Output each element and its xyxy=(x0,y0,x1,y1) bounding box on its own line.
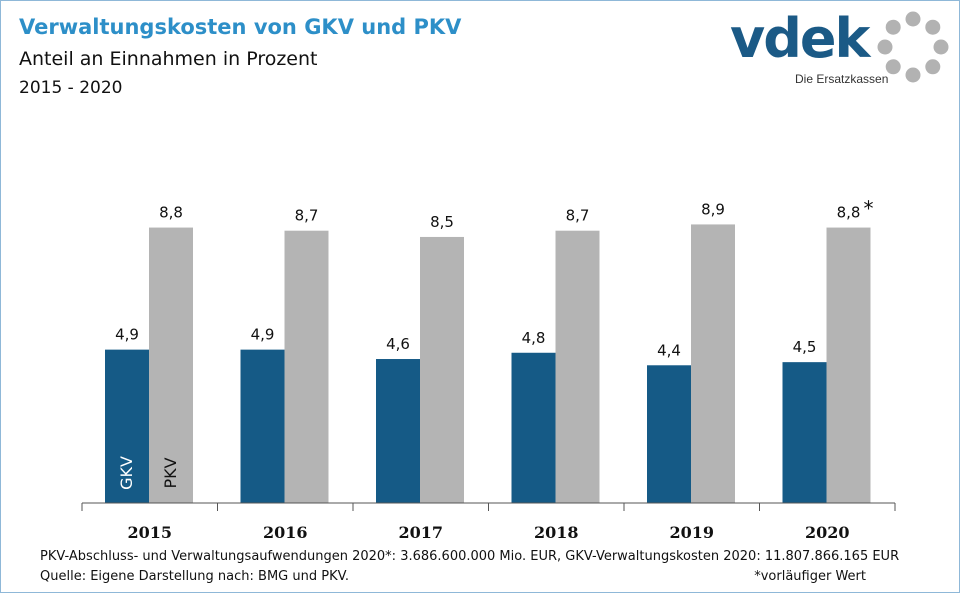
logo-tagline: Die Ersatzkassen xyxy=(795,72,889,86)
x-tick-label: 2015 xyxy=(127,523,172,542)
bar-gkv xyxy=(782,362,827,503)
logo-ring-dot xyxy=(925,59,941,75)
bar-pkv xyxy=(826,227,871,503)
data-label-pkv: 8,7 xyxy=(295,207,319,225)
chart-title: Verwaltungskosten von GKV und PKV xyxy=(19,15,462,39)
data-label-pkv: 8,9 xyxy=(701,200,725,218)
footer-note: PKV-Abschluss- und Verwaltungsaufwendung… xyxy=(40,549,900,564)
bar-gkv xyxy=(647,365,691,503)
data-label-pkv: 8,5 xyxy=(430,213,454,231)
data-label-gkv: 4,9 xyxy=(115,326,139,344)
annotation-marker: * xyxy=(864,197,874,221)
logo-ring-dot xyxy=(885,19,901,35)
data-label-pkv: 8,8 xyxy=(159,204,183,222)
chart-subtitle: Anteil an Einnahmen in Prozent xyxy=(19,48,318,70)
bar-pkv xyxy=(420,236,464,503)
data-label-gkv: 4,6 xyxy=(386,335,410,353)
x-tick-label: 2017 xyxy=(398,523,443,542)
data-label-gkv: 4,8 xyxy=(522,329,546,347)
logo-ring-dot xyxy=(885,59,901,75)
logo-ring-dot xyxy=(905,11,921,27)
data-label-gkv: 4,4 xyxy=(657,341,681,359)
bar-pkv xyxy=(149,227,193,503)
logo-ring-icon xyxy=(877,11,949,83)
series-label-gkv: GKV xyxy=(117,456,136,490)
data-label-pkv: 8,8 xyxy=(837,204,861,222)
data-label-gkv: 4,5 xyxy=(793,338,817,356)
chart-period: 2015 - 2020 xyxy=(19,78,123,98)
source-note: Quelle: Eigene Darstellung nach: BMG und… xyxy=(40,569,349,584)
data-label-pkv: 8,7 xyxy=(566,207,590,225)
x-tick-label: 2019 xyxy=(669,523,714,542)
footnote: *vorläufiger Wert xyxy=(754,569,866,584)
logo-wordmark: vdek xyxy=(730,7,870,70)
logo-ring-dot xyxy=(877,39,893,55)
x-tick-label: 2016 xyxy=(263,523,308,542)
logo-ring-dot xyxy=(905,67,921,83)
bar-gkv xyxy=(105,349,149,503)
bar-gkv xyxy=(240,349,285,503)
logo-ring-dot xyxy=(925,19,941,35)
vdek-logo: vdek Die Ersatzkassen xyxy=(730,8,955,88)
bar-gkv xyxy=(511,352,556,503)
data-label-gkv: 4,9 xyxy=(251,326,275,344)
bar-pkv xyxy=(691,224,735,503)
x-tick-label: 2020 xyxy=(805,523,850,542)
bar-pkv xyxy=(284,230,329,503)
bar-pkv xyxy=(555,230,600,503)
bar-gkv xyxy=(376,359,420,503)
series-label-pkv: PKV xyxy=(161,457,180,488)
x-tick-label: 2018 xyxy=(534,523,579,542)
logo-ring-dot xyxy=(933,39,949,55)
